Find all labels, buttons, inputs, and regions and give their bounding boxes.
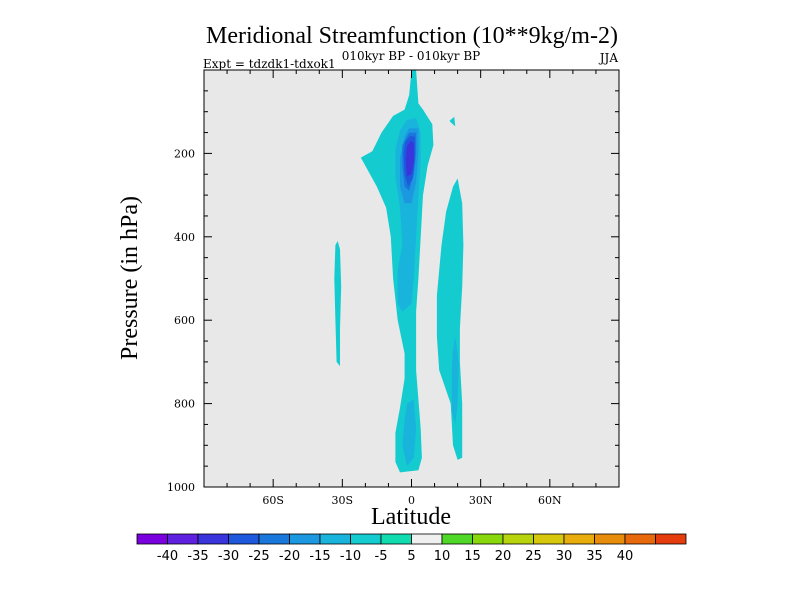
- colorbar-box: [136, 533, 168, 545]
- contour-layer: [334, 70, 464, 473]
- colorbar-label: 10: [434, 549, 451, 564]
- colorbar-box: [441, 533, 473, 545]
- colorbar-label: -20: [279, 549, 300, 564]
- colorbar-box: [655, 533, 687, 545]
- colorbar-box: [228, 533, 260, 545]
- colorbar-label: -25: [248, 549, 269, 564]
- x-axis-label: Latitude: [371, 504, 451, 530]
- x-tick-label: 0: [408, 494, 415, 507]
- y-tick-label: 800: [174, 398, 195, 411]
- colorbar-box: [167, 533, 199, 545]
- season-label: JJA: [598, 51, 619, 65]
- colorbar-box: [563, 533, 595, 545]
- contour-northern-column-inner: [451, 336, 459, 425]
- x-tick-label: 30S: [332, 494, 354, 507]
- x-tick-label: 60S: [262, 494, 284, 507]
- colorbar-labels: -40 -35 -30 -25 -20 -15 -10 -5 5 10 15 20 25 30 35 40: [157, 549, 633, 564]
- colorbar-box: [624, 533, 656, 545]
- colorbar-label: -5: [375, 549, 388, 564]
- x-tick-label: 60N: [538, 494, 562, 507]
- colorbar-label: 35: [586, 549, 603, 564]
- colorbar-label: 30: [556, 549, 573, 564]
- colorbar-box: [472, 533, 504, 545]
- colorbar-label: 20: [495, 549, 512, 564]
- contour-southern-column: [334, 241, 342, 367]
- colorbar-box: [258, 533, 290, 545]
- contour-main-cell-max: [405, 140, 414, 177]
- tick-layer: [204, 69, 619, 488]
- colorbar-label: 15: [464, 549, 481, 564]
- y-tick-label: 600: [174, 314, 195, 327]
- colorbar-label: -15: [309, 549, 330, 564]
- y-axis-label: Pressure (in hPa): [117, 196, 143, 360]
- colorbar-box: [380, 533, 412, 545]
- chart-title: Meridional Streamfunction (10**9kg/m-2): [206, 23, 618, 49]
- colorbar-label: 25: [525, 549, 542, 564]
- colorbar-label: 40: [617, 549, 634, 564]
- contour-main-cell-lower-mid: [402, 399, 417, 467]
- colorbar-label: -30: [218, 549, 239, 564]
- colorbar-label: -40: [157, 549, 178, 564]
- tick-label-layer: 60S 30S 0 30N 60N 200 400 600 800 1000: [167, 147, 562, 507]
- contour-northern-fleck: [449, 116, 456, 127]
- x-tick-label: 30N: [469, 494, 493, 507]
- y-tick-label: 200: [174, 147, 195, 160]
- colorbar-box: [533, 533, 565, 545]
- y-tick-label: 400: [174, 231, 195, 244]
- experiment-label: Expt = tdzdk1-tdxok1: [203, 57, 336, 71]
- colorbar-label: -35: [187, 549, 208, 564]
- colorbar-label: -10: [340, 549, 361, 564]
- colorbar: [136, 533, 687, 545]
- colorbar-box: [350, 533, 382, 545]
- colorbar-box: [594, 533, 626, 545]
- colorbar-label: 5: [407, 549, 415, 564]
- colorbar-box: [289, 533, 321, 545]
- chart-subtitle: 010kyr BP - 010kyr BP: [342, 49, 480, 63]
- colorbar-box: [502, 533, 534, 545]
- y-tick-label: 1000: [167, 481, 195, 494]
- colorbar-box: [197, 533, 229, 545]
- colorbar-box: [319, 533, 351, 545]
- colorbar-box: [411, 533, 443, 545]
